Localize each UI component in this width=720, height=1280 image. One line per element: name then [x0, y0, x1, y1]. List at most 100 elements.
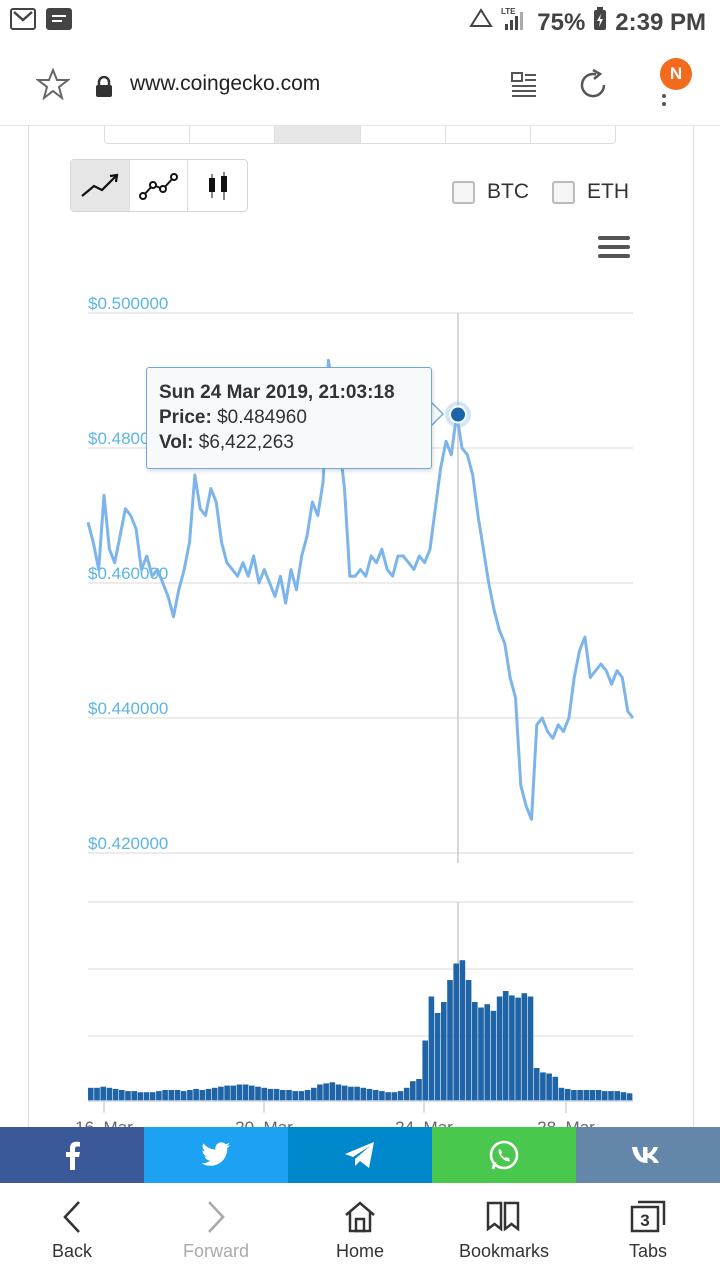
volume-bar	[149, 1092, 156, 1101]
volume-bar	[273, 1088, 280, 1101]
volume-bar	[602, 1091, 608, 1101]
bookmark-star-icon[interactable]	[35, 67, 71, 105]
reload-icon[interactable]	[576, 68, 610, 107]
volume-bar	[558, 1087, 565, 1101]
eth-checkbox[interactable]	[552, 180, 575, 204]
browser-menu-button[interactable]: N	[656, 58, 696, 118]
range-tab-active[interactable]	[275, 126, 361, 143]
battery-percent: 75%	[537, 8, 586, 36]
volume-bar	[626, 1093, 633, 1101]
volume-bar	[571, 1090, 577, 1101]
range-tab[interactable]	[105, 126, 191, 143]
volume-bar	[242, 1084, 249, 1101]
volume-bar	[131, 1091, 137, 1101]
browser-address-bar: www.coingecko.com N	[0, 44, 720, 126]
range-tab[interactable]	[190, 126, 276, 143]
volume-bar	[174, 1090, 181, 1101]
volume-bar	[366, 1088, 373, 1101]
twitter-icon	[201, 1142, 230, 1166]
bookmarks-icon	[486, 1201, 520, 1232]
volume-bar	[125, 1091, 131, 1101]
x-tick-label: 24. Mar	[395, 1118, 453, 1127]
volume-bar	[236, 1084, 243, 1101]
volume-bar	[286, 1090, 292, 1101]
forward-button[interactable]: Forward	[144, 1183, 288, 1280]
x-tick-label: 16. Mar	[75, 1118, 133, 1127]
volume-bar	[453, 963, 459, 1101]
tooltip-vol-value: $6,422,263	[198, 432, 294, 453]
vk-icon	[632, 1147, 659, 1163]
back-arrow-icon	[63, 1201, 80, 1233]
btc-checkbox[interactable]	[452, 180, 475, 204]
range-tab[interactable]	[361, 126, 446, 143]
volume-bar	[119, 1090, 125, 1101]
volume-bar	[88, 1087, 94, 1101]
tabs-button[interactable]: 3 Tabs	[576, 1183, 720, 1280]
forward-label: Forward	[182, 1241, 249, 1261]
volume-bar	[521, 993, 528, 1101]
compare-btc[interactable]: BTC	[452, 180, 529, 204]
volume-bar	[403, 1087, 410, 1101]
volume-bar	[137, 1092, 144, 1101]
volume-bar	[465, 980, 472, 1101]
line-points-button[interactable]	[130, 160, 189, 211]
volume-bar	[502, 991, 509, 1101]
volume-bar	[490, 1010, 497, 1101]
back-button[interactable]: Back	[0, 1183, 144, 1280]
volume-bar	[348, 1086, 354, 1101]
volume-bar	[484, 1004, 490, 1101]
volume-bar	[199, 1090, 206, 1101]
svg-text:LTE: LTE	[501, 7, 516, 16]
volume-bar	[540, 1072, 546, 1101]
home-button[interactable]: Home	[288, 1183, 432, 1280]
volume-bar	[205, 1088, 212, 1101]
reader-mode-icon[interactable]	[510, 70, 538, 105]
whatsapp-share-button[interactable]	[432, 1127, 576, 1183]
volume-bar	[515, 997, 521, 1101]
telegram-share-button[interactable]	[288, 1127, 432, 1183]
candlestick-icon	[208, 171, 227, 200]
vk-share-button[interactable]	[576, 1127, 720, 1183]
candlestick-button[interactable]	[188, 160, 247, 211]
browser-bottom-nav: Back Forward Home Bookmarks 3 Tabs	[0, 1183, 720, 1280]
volume-bar	[391, 1092, 398, 1101]
volume-bar	[546, 1073, 552, 1101]
volume-bar	[472, 1002, 478, 1101]
volume-bar	[100, 1086, 106, 1101]
back-label: Back	[51, 1241, 93, 1261]
volume-bar	[329, 1082, 336, 1101]
volume-bar	[509, 995, 515, 1101]
compare-eth[interactable]: ETH	[552, 180, 629, 204]
volume-bar	[527, 996, 534, 1101]
gmail-notification-icon	[10, 8, 36, 30]
line-points-icon	[138, 172, 178, 200]
y-tick-label: $0.460000	[88, 564, 168, 583]
volume-bar	[441, 1002, 447, 1101]
volume-bar	[224, 1085, 230, 1101]
line-chart-button[interactable]	[71, 160, 130, 211]
lock-icon	[94, 75, 114, 103]
volume-bar	[218, 1086, 224, 1101]
chart-menu-icon[interactable]	[598, 236, 630, 260]
volume-bar	[255, 1086, 261, 1101]
url-field[interactable]: www.coingecko.com	[130, 72, 321, 95]
chart-panel	[28, 126, 694, 1127]
line-chart-icon	[81, 173, 119, 197]
volume-bar	[261, 1087, 267, 1101]
range-tab[interactable]	[446, 126, 531, 143]
volume-bar	[162, 1090, 168, 1101]
facebook-share-button[interactable]	[0, 1127, 144, 1183]
eth-label: ETH	[587, 180, 629, 203]
bookmarks-button[interactable]: Bookmarks	[432, 1183, 576, 1280]
volume-bar	[187, 1090, 193, 1101]
volume-bar	[292, 1091, 298, 1101]
volume-bar	[249, 1085, 255, 1101]
price-chart[interactable]: $0.500000$0.480000$0.460000$0.440000$0.4…	[0, 126, 720, 1127]
volume-bar	[143, 1092, 150, 1101]
volume-bar	[298, 1091, 305, 1101]
x-tick-label: 28. Mar	[537, 1118, 595, 1127]
clock: 2:39 PM	[615, 8, 706, 36]
twitter-share-button[interactable]	[144, 1127, 288, 1183]
facebook-icon	[66, 1141, 80, 1170]
volume-bar	[447, 980, 453, 1101]
